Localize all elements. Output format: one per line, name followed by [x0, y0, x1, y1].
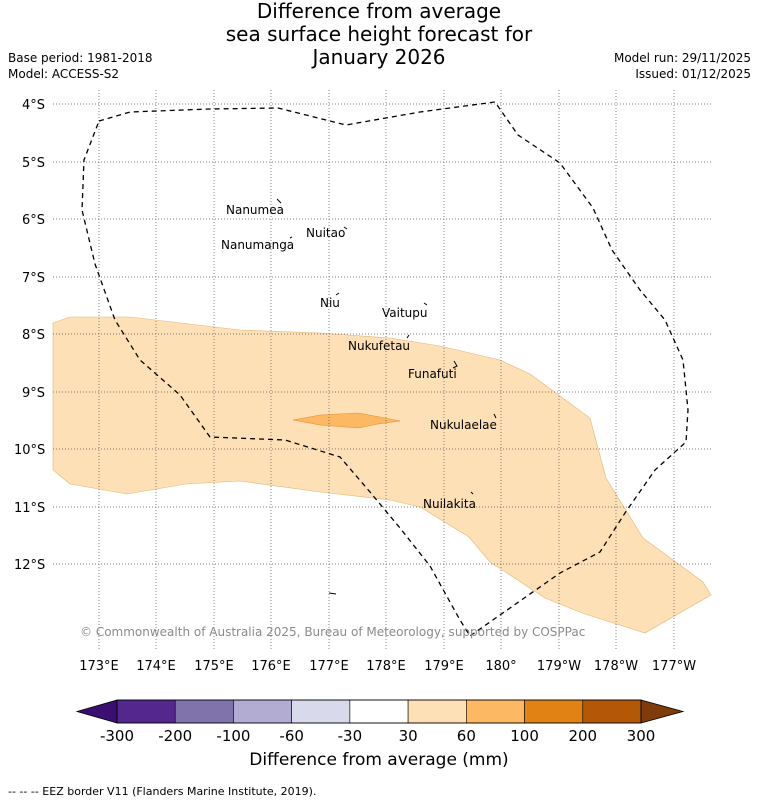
map-title: Difference from average sea surface heig… [0, 0, 758, 69]
island-shape-nukufetau [406, 334, 410, 339]
eez-border [81, 101, 689, 637]
colorbar-outline [116, 699, 642, 724]
lon-label: 180° [485, 659, 516, 674]
colorbar-tick: 30 [399, 727, 418, 745]
copyright-notice: © Commonwealth of Australia 2025, Bureau… [80, 625, 585, 639]
colorbar: -300 -200 -100 -60 -30 30 60 100 200 300 [75, 699, 685, 745]
island-label-funafuti: Funafuti [408, 367, 457, 381]
longitude-labels: 173°E 174°E 175°E 176°E 177°E 178°E 179°… [79, 659, 696, 674]
island-label-vaitupu: Vaitupu [382, 306, 428, 320]
colorbar-tick: -200 [158, 727, 192, 745]
island-label-nukulaelae: Nukulaelae [430, 418, 497, 432]
island-shape-nuilakita [470, 491, 474, 495]
island-shape-nanumea [276, 198, 282, 204]
lon-label: 174°E [136, 659, 176, 674]
island-labels: Nanumea Nuitao Nanumanga Niu Vaitupu Nuk… [221, 203, 497, 511]
lon-label: 175°E [194, 659, 234, 674]
colorbar-box [407, 699, 467, 724]
colorbar-extend-high [640, 699, 685, 724]
island-label-nuilakita: Nuilakita [423, 497, 476, 511]
issued-date: Issued: 01/12/2025 [635, 67, 751, 81]
longitude-gridlines [98, 90, 675, 650]
colorbar-tick: -100 [216, 727, 250, 745]
lat-label: 8°S [22, 328, 45, 343]
colorbar-box [116, 699, 176, 724]
reef-shape [328, 592, 337, 595]
model-name: Model: ACCESS-S2 [8, 67, 120, 81]
anomaly-region-30-60 [52, 316, 712, 634]
lat-label: 11°S [14, 501, 45, 516]
eez-footnote: -- -- -- EEZ border V11 (Flanders Marine… [8, 785, 317, 798]
lon-label: 177°E [309, 659, 349, 674]
island-label-nuitao: Nuitao [306, 226, 345, 240]
lat-label: 5°S [22, 156, 45, 171]
latitude-labels: 4°S 5°S 6°S 7°S 8°S 9°S 10°S 11°S 12°S [14, 98, 45, 573]
island-shape-vaitupu [423, 302, 428, 306]
title-line-2: sea surface height forecast for [225, 22, 533, 46]
island-shape-niu [335, 292, 340, 296]
colorbar-box [349, 699, 409, 724]
island-label-nukufetau: Nukufetau [348, 339, 410, 353]
colorbar-tick: -30 [338, 727, 363, 745]
island-shape-nukulaelae [493, 413, 497, 419]
lat-label: 7°S [22, 271, 45, 286]
island-label-niu: Niu [320, 296, 340, 310]
title-line-1: Difference from average [256, 0, 502, 23]
colorbar-tick: -60 [279, 727, 304, 745]
colorbar-box [466, 699, 525, 724]
island-shape-nanumanga [289, 236, 293, 239]
lon-label: 173°E [79, 659, 119, 674]
island-label-nanumea: Nanumea [226, 203, 284, 217]
colorbar-tick: 100 [510, 727, 539, 745]
lon-label: 178°W [594, 659, 638, 674]
island-shape-funafuti [452, 360, 458, 369]
lat-label: 6°S [22, 213, 45, 228]
base-period: Base period: 1981-2018 [8, 51, 153, 65]
meta-left: Base period: 1981-2018 Model: ACCESS-S2 [8, 50, 153, 82]
title-line-3: January 2026 [312, 45, 446, 69]
colorbar-box [233, 699, 292, 724]
island-shape-nuitao [343, 226, 348, 230]
model-run: Model run: 29/11/2025 [613, 51, 751, 65]
colorbar-tick-labels: -300 -200 -100 -60 -30 30 60 100 200 300 [100, 727, 655, 745]
colorbar-tick: 300 [627, 727, 656, 745]
colorbar-tick: 200 [568, 727, 597, 745]
lon-label: 178°E [366, 659, 406, 674]
colorbar-box [582, 699, 642, 724]
latitude-gridlines [53, 103, 713, 565]
lon-label: 176°E [251, 659, 291, 674]
lon-label: 179°W [537, 659, 581, 674]
colorbar-extend-low [75, 699, 118, 724]
lon-label: 177°W [652, 659, 696, 674]
colorbar-box [291, 699, 351, 724]
colorbar-box [524, 699, 584, 724]
colorbar-label: Difference from average (mm) [249, 750, 509, 770]
lat-label: 4°S [22, 98, 45, 113]
colorbar-boxes [116, 699, 642, 724]
colorbar-tick: -300 [100, 727, 134, 745]
colorbar-box [174, 699, 234, 724]
lat-label: 9°S [22, 386, 45, 401]
lat-label: 12°S [14, 558, 45, 573]
lat-label: 10°S [14, 443, 45, 458]
island-coastlines [276, 198, 497, 595]
island-label-nanumanga: Nanumanga [221, 238, 294, 252]
lon-label: 179°E [424, 659, 464, 674]
meta-right: Model run: 29/11/2025 Issued: 01/12/2025 [614, 50, 751, 82]
colorbar-tick: 60 [457, 727, 476, 745]
anomaly-region-60-100 [292, 412, 401, 429]
